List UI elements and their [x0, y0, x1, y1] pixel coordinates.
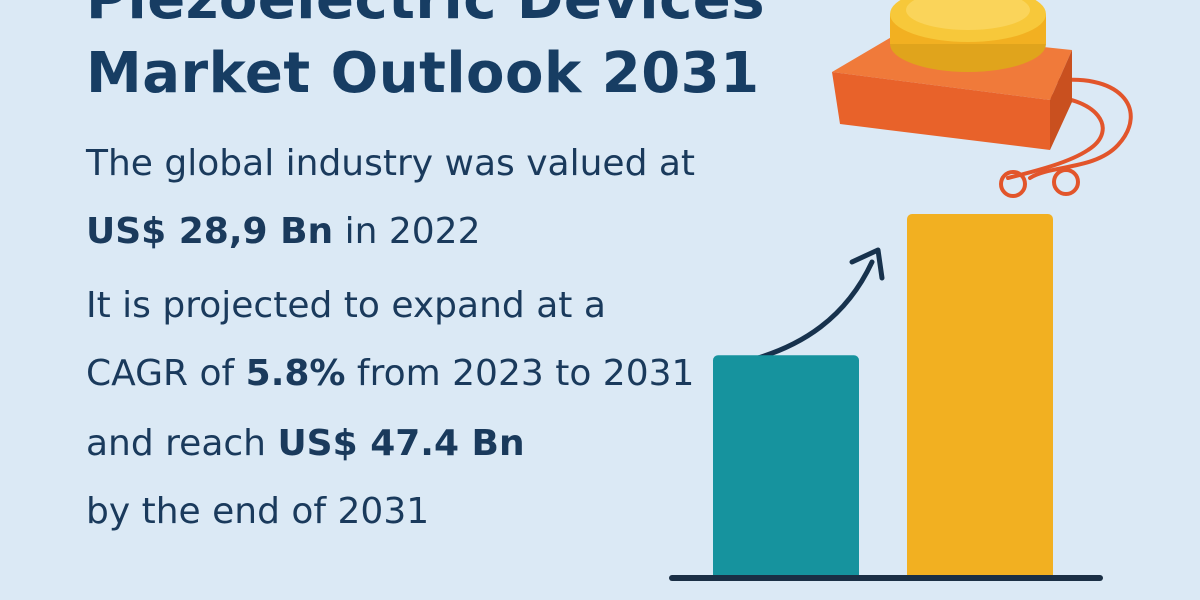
stat-reach-value: US$ 47.4 Bn	[277, 423, 525, 464]
piezo-device-icon	[832, 0, 1133, 198]
stat-reach: and reach US$ 47.4 Bn by the end of 2031	[86, 410, 525, 546]
bars-group	[713, 214, 1053, 580]
stat-valued-pre: The global industry was valued at	[86, 143, 696, 184]
stat-cagr-line2-pre: CAGR of	[86, 353, 246, 394]
growth-arrow-icon	[755, 247, 885, 361]
stat-cagr: It is projected to expand at a CAGR of 5…	[86, 272, 694, 408]
stat-valued-post: in 2022	[333, 211, 481, 252]
stat-cagr-post: from 2023 to 2031	[345, 353, 695, 394]
title-line-2: Market Outlook 2031	[86, 41, 760, 106]
title-line-1: Piezoelectric Devices	[86, 0, 765, 32]
bar-2022	[713, 355, 859, 580]
stat-valued-value: US$ 28,9 Bn	[86, 211, 334, 252]
bar-2031	[907, 214, 1053, 580]
stat-cagr-value: 5.8%	[245, 353, 346, 394]
stat-reach-pre: and reach	[86, 423, 278, 464]
stat-valued: The global industry was valued at US$ 28…	[86, 130, 695, 266]
stat-cagr-pre: It is projected to expand at a	[86, 285, 606, 326]
stat-reach-line2: by the end of 2031	[86, 491, 430, 532]
